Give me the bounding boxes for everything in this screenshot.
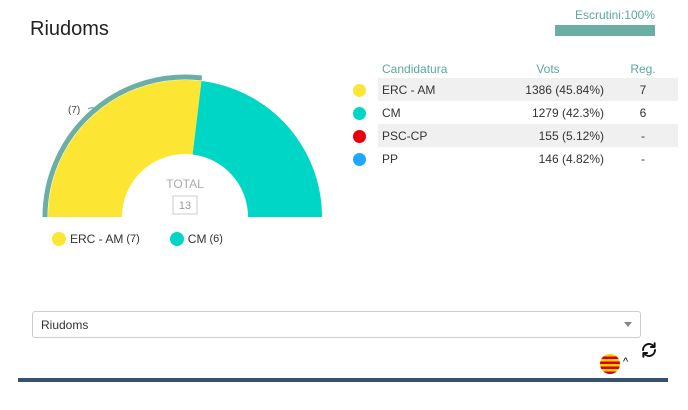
scrutiny-label: Escrutini:100%: [574, 8, 655, 22]
header-vots: Vots: [536, 62, 560, 76]
party-seats: 7: [608, 78, 678, 101]
legend-item-erc-am: ERC - AM (7): [52, 232, 140, 246]
party-color-dot: [353, 106, 366, 120]
table-row: ERC - AM 1386 (45.84%) 7: [350, 78, 678, 101]
table-row: PSC-CP 155 (5.12%) -: [350, 124, 678, 147]
party-name: CM: [382, 105, 401, 120]
table-row: CM 1279 (42.3%) 6: [350, 101, 678, 124]
seats-chart: (7) TOTAL 13: [40, 70, 330, 220]
scrutiny-bar: [555, 25, 655, 36]
municipality-select-value: Riudoms: [41, 317, 89, 332]
party-votes: 155 (5.12%): [488, 124, 608, 147]
party-color-dot: [353, 83, 366, 97]
select-caret-icon: [624, 322, 632, 327]
scrutiny-bar-fill: [555, 25, 655, 36]
table-row: PP 146 (4.82%) -: [350, 147, 678, 170]
seats-badge: (7): [68, 105, 80, 116]
chart-slice-erc-am: [48, 79, 202, 218]
table-header-row: Candidatura Vots Reg.: [350, 60, 678, 78]
header-dot: [350, 60, 378, 78]
seats-chart-svg: (7) TOTAL 13: [42, 74, 322, 218]
municipality-select[interactable]: Riudoms: [32, 311, 641, 338]
party-votes: 146 (4.82%): [538, 151, 604, 166]
party-color-dot: [353, 129, 366, 143]
legend-count: (6): [209, 233, 223, 245]
scrutiny-progress: Escrutini:100%: [555, 8, 655, 36]
majority-arc: [42, 74, 203, 218]
legend-label: ERC - AM: [70, 232, 124, 246]
results-table: Candidatura Vots Reg. ERC - AM 1386 (45.…: [350, 60, 678, 170]
party-seats: 6: [639, 105, 647, 120]
party-seats: -: [641, 151, 645, 166]
party-votes: 1386 (45.84%): [488, 78, 608, 101]
party-name: ERC - AM: [378, 78, 488, 101]
chevron-up-icon[interactable]: ^: [623, 356, 629, 368]
chart-total-value: 13: [179, 200, 191, 212]
party-seats: -: [608, 124, 678, 147]
chart-total-box: [172, 195, 198, 215]
footer-bar: [18, 378, 668, 382]
party-name: PSC-CP: [378, 124, 488, 147]
chart-total-label: TOTAL: [166, 177, 204, 191]
party-votes: 1279 (42.3%): [531, 105, 604, 120]
party-color-dot: [353, 152, 366, 166]
refresh-icon[interactable]: [640, 341, 658, 359]
party-name: PP: [382, 151, 399, 166]
legend-count: (7): [126, 233, 140, 245]
legend-item-cm: CM (6): [169, 232, 223, 246]
header-reg: Reg.: [630, 62, 656, 76]
legend-label: CM: [187, 232, 207, 246]
legend-dot: [52, 232, 66, 246]
seats-badge-pointer: [87, 107, 97, 111]
chart-slice-cm: [192, 80, 322, 217]
catalan-flag-icon[interactable]: [600, 354, 620, 374]
chart-legend: ERC - AM (7) CM (6): [52, 232, 223, 246]
header-candidatura: Candidatura: [382, 62, 448, 76]
legend-dot: [169, 232, 184, 246]
page-title: Riudoms: [30, 18, 109, 40]
